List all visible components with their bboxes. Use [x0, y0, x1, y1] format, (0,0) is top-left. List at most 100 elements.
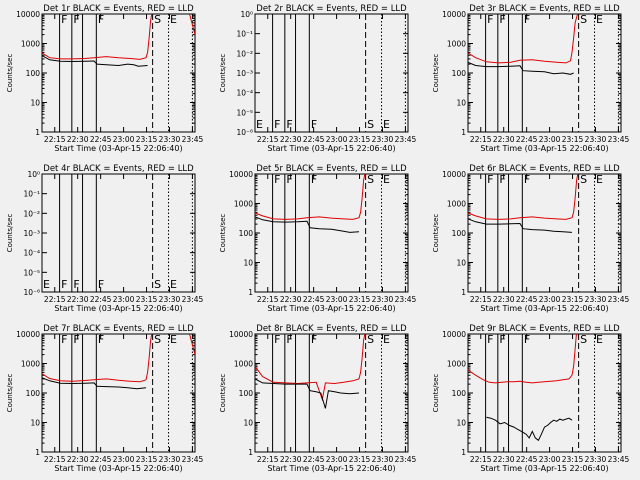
marker-letter-e: E — [596, 13, 603, 26]
lld-series — [468, 174, 579, 220]
x-tick-label: 22:15 — [257, 135, 279, 144]
marker-letter-f: F — [286, 173, 292, 186]
x-tick-label: 22:30 — [67, 295, 89, 304]
y-tick-label: 10 — [456, 259, 466, 268]
y-tick-label: 10 — [456, 99, 466, 108]
marker-letter-f: F — [524, 13, 530, 26]
marker-letter-f: F — [311, 333, 317, 346]
x-tick-label: 23:00 — [326, 455, 348, 464]
y-tick-label: 10⁻⁶ — [236, 128, 253, 137]
y-tick-label: 10⁻¹ — [23, 190, 40, 199]
x-tick-label: 22:45 — [516, 295, 538, 304]
marker-letter-f: F — [61, 333, 67, 346]
panel-title: Det 8r BLACK = Events, RED = LLD — [256, 324, 407, 334]
x-axis-label: Start Time (03-Apr-15 22:06:40) — [54, 304, 182, 313]
y-tick-label: 100 — [239, 229, 254, 238]
marker-letter-s: S — [580, 173, 587, 186]
marker-letter-f: F — [499, 173, 505, 186]
marker-letter-s: S — [154, 333, 161, 346]
x-tick-label: 23:00 — [539, 455, 561, 464]
marker-letter-f: F — [487, 333, 493, 346]
marker-letter-s: S — [367, 173, 374, 186]
x-tick-label: 23:00 — [539, 135, 561, 144]
y-axis-label: Counts/sec — [6, 54, 14, 93]
y-tick-label: 10000 — [16, 330, 40, 339]
marker-letter-f: F — [61, 13, 67, 26]
x-tick-label: 23:00 — [113, 455, 135, 464]
y-tick-label: 1000 — [234, 360, 253, 369]
y-tick-label: 1 — [461, 288, 466, 297]
x-tick-label: 22:45 — [90, 295, 112, 304]
x-tick-label: 23:30 — [372, 135, 394, 144]
marker-letter-f: F — [286, 333, 292, 346]
x-tick-label: 23:15 — [136, 455, 158, 464]
x-tick-label: 23:15 — [562, 455, 584, 464]
y-tick-label: 1 — [35, 128, 40, 137]
y-tick-label: 10 — [30, 419, 40, 428]
x-tick-label: 22:30 — [493, 295, 515, 304]
y-tick-label: 10 — [243, 259, 253, 268]
marker-letter-e: E — [383, 118, 390, 131]
marker-letter-f: F — [73, 13, 79, 26]
y-tick-label: 10⁻⁶ — [23, 288, 40, 297]
x-tick-label: 22:45 — [303, 295, 325, 304]
events-series — [42, 377, 147, 390]
lld-series — [42, 14, 153, 60]
marker-letter-f: F — [286, 118, 292, 131]
x-tick-label: 22:45 — [516, 135, 538, 144]
marker-letter-f: F — [274, 173, 280, 186]
panel-det-7: Det 7r BLACK = Events, RED = LLD 1 10 100 10… — [6, 324, 203, 473]
y-tick-label: 10000 — [16, 10, 40, 19]
marker-letter-e: E — [596, 173, 603, 186]
marker-letter-f: F — [73, 333, 79, 346]
x-axis-label: Start Time (03-Apr-15 22:06:40) — [267, 304, 395, 313]
x-tick-label: 22:30 — [493, 135, 515, 144]
x-tick-label: 23:15 — [136, 135, 158, 144]
marker-letter-s: S — [154, 278, 161, 291]
marker-letter-f: F — [311, 118, 317, 131]
y-tick-label: 1000 — [447, 40, 466, 49]
x-tick-label: 23:00 — [113, 135, 135, 144]
panel-det-5: Det 5r BLACK = Events, RED = LLD 1 10 100 10… — [219, 164, 416, 313]
x-tick-label: 22:45 — [303, 135, 325, 144]
x-tick-label: 23:45 — [395, 455, 417, 464]
y-tick-label: 10⁻⁵ — [23, 268, 40, 277]
y-axis-label: Counts/sec — [432, 374, 440, 413]
y-axis-label: Counts/sec — [432, 54, 440, 93]
panel-det-3: Det 3r BLACK = Events, RED = LLD 1 10 100 10… — [432, 4, 629, 153]
y-tick-label: 10⁻⁵ — [236, 108, 253, 117]
x-tick-label: 23:00 — [113, 295, 135, 304]
panel-title: Det 2r BLACK = Events, RED = LLD — [256, 4, 407, 14]
panel-title: Det 7r BLACK = Events, RED = LLD — [43, 324, 194, 334]
panel-title: Det 9r BLACK = Events, RED = LLD — [469, 324, 620, 334]
marker-letter-e: E — [170, 333, 177, 346]
x-axis-label: Start Time (03-Apr-15 22:06:40) — [267, 464, 395, 473]
x-tick-label: 22:45 — [303, 455, 325, 464]
x-tick-label: 23:15 — [349, 455, 371, 464]
y-tick-label: 10⁻¹ — [236, 30, 253, 39]
events-series — [468, 218, 573, 233]
y-tick-label: 1000 — [447, 200, 466, 209]
x-tick-label: 22:30 — [67, 135, 89, 144]
y-tick-label: 10⁻² — [236, 49, 253, 58]
x-tick-label: 22:30 — [280, 455, 302, 464]
y-tick-label: 10000 — [442, 330, 466, 339]
x-tick-label: 22:15 — [257, 455, 279, 464]
marker-letter-f: F — [311, 173, 317, 186]
marker-letter-f: F — [98, 278, 104, 291]
x-tick-label: 23:00 — [539, 295, 561, 304]
marker-letter-f: F — [98, 333, 104, 346]
lld-tail-series — [188, 334, 195, 355]
y-tick-label: 1 — [248, 288, 253, 297]
x-axis-label: Start Time (03-Apr-15 22:06:40) — [267, 144, 395, 153]
y-axis-label: Counts/sec — [6, 374, 14, 413]
panel-title: Det 4r BLACK = Events, RED = LLD — [43, 164, 194, 174]
x-tick-label: 22:30 — [67, 455, 89, 464]
x-tick-label: 22:45 — [90, 135, 112, 144]
x-tick-label: 23:45 — [395, 295, 417, 304]
y-tick-label: 100 — [452, 69, 467, 78]
y-tick-label: 1 — [248, 448, 253, 457]
y-tick-label: 10 — [30, 99, 40, 108]
x-tick-label: 23:00 — [326, 135, 348, 144]
